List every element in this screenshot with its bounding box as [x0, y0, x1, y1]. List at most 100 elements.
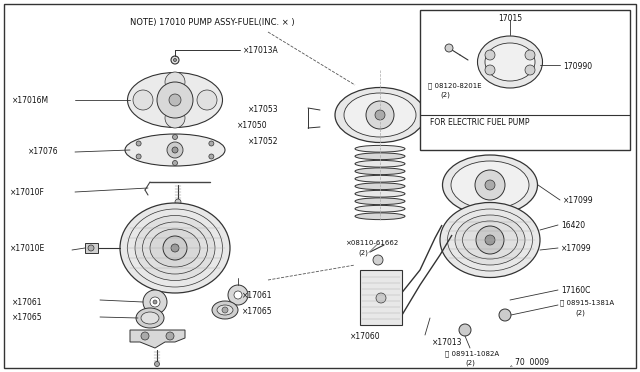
Ellipse shape: [442, 155, 538, 215]
Circle shape: [476, 226, 504, 254]
Circle shape: [499, 309, 511, 321]
Ellipse shape: [120, 203, 230, 293]
Ellipse shape: [150, 229, 200, 267]
Circle shape: [485, 180, 495, 190]
Circle shape: [163, 236, 187, 260]
Circle shape: [197, 90, 217, 110]
Circle shape: [366, 101, 394, 129]
Ellipse shape: [344, 93, 416, 137]
Circle shape: [157, 82, 193, 118]
Text: 170990: 170990: [563, 62, 592, 71]
Text: Ⓜ 08915-1381A: Ⓜ 08915-1381A: [560, 299, 614, 306]
Ellipse shape: [355, 168, 405, 174]
Polygon shape: [130, 330, 185, 348]
Text: ×17050: ×17050: [237, 121, 268, 130]
Circle shape: [171, 244, 179, 252]
Ellipse shape: [440, 202, 540, 278]
Ellipse shape: [127, 73, 223, 128]
Circle shape: [525, 50, 535, 60]
Circle shape: [375, 110, 385, 120]
Circle shape: [175, 199, 181, 205]
Text: Ⓑ 08120-8201E: Ⓑ 08120-8201E: [428, 82, 482, 89]
Circle shape: [445, 44, 453, 52]
Circle shape: [171, 56, 179, 64]
Text: 17015: 17015: [498, 14, 522, 23]
Circle shape: [169, 94, 181, 106]
Circle shape: [136, 141, 141, 146]
Ellipse shape: [125, 134, 225, 166]
Circle shape: [136, 154, 141, 159]
Ellipse shape: [355, 190, 405, 197]
Ellipse shape: [451, 161, 529, 209]
Ellipse shape: [335, 87, 425, 142]
Circle shape: [485, 50, 495, 60]
Circle shape: [133, 90, 153, 110]
Text: FOR ELECTRIC FUEL PUMP: FOR ELECTRIC FUEL PUMP: [430, 118, 529, 127]
Text: ×17016M: ×17016M: [12, 96, 49, 105]
Text: ×17010E: ×17010E: [10, 244, 45, 253]
Circle shape: [88, 245, 94, 251]
Circle shape: [165, 72, 185, 92]
Circle shape: [234, 291, 242, 299]
Circle shape: [153, 300, 157, 304]
Text: ‸ 70  0009: ‸ 70 0009: [510, 358, 549, 367]
Text: ×17052: ×17052: [248, 137, 278, 146]
Circle shape: [166, 332, 174, 340]
Ellipse shape: [477, 36, 543, 88]
Ellipse shape: [355, 213, 405, 219]
Text: ×08110-61662: ×08110-61662: [345, 240, 398, 246]
Text: ×17065: ×17065: [242, 307, 273, 316]
Circle shape: [485, 65, 495, 75]
Text: ×17013A: ×17013A: [243, 46, 279, 55]
Text: (2): (2): [440, 91, 450, 97]
Ellipse shape: [135, 215, 215, 280]
Ellipse shape: [355, 175, 405, 182]
Circle shape: [525, 65, 535, 75]
Ellipse shape: [355, 198, 405, 205]
Circle shape: [141, 332, 149, 340]
Text: ×17099: ×17099: [561, 244, 591, 253]
Text: Ⓝ 08911-1082A: Ⓝ 08911-1082A: [445, 350, 499, 357]
Circle shape: [173, 58, 177, 61]
Circle shape: [165, 108, 185, 128]
Text: ×17010F: ×17010F: [10, 188, 45, 197]
Ellipse shape: [355, 145, 405, 152]
Circle shape: [228, 285, 248, 305]
Ellipse shape: [355, 205, 405, 212]
Bar: [360, 270, 402, 325]
Circle shape: [173, 135, 177, 140]
Text: NOTE) 17010 PUMP ASSY-FUEL(INC. × ): NOTE) 17010 PUMP ASSY-FUEL(INC. × ): [130, 18, 294, 27]
Circle shape: [173, 160, 177, 166]
Ellipse shape: [141, 312, 159, 324]
Ellipse shape: [217, 305, 233, 315]
Ellipse shape: [355, 160, 405, 167]
Text: ×17061: ×17061: [12, 298, 42, 307]
Circle shape: [209, 154, 214, 159]
Text: ×17013: ×17013: [432, 338, 463, 347]
Circle shape: [373, 255, 383, 265]
Circle shape: [459, 324, 471, 336]
Circle shape: [172, 147, 178, 153]
Ellipse shape: [355, 153, 405, 160]
Text: ×17076: ×17076: [28, 147, 59, 156]
Ellipse shape: [212, 301, 238, 319]
Circle shape: [143, 290, 167, 314]
Ellipse shape: [455, 215, 525, 265]
Text: ×17099: ×17099: [563, 196, 594, 205]
Circle shape: [485, 235, 495, 245]
Circle shape: [376, 293, 386, 303]
Text: ×17053: ×17053: [248, 105, 278, 114]
Text: (2): (2): [358, 250, 368, 257]
Circle shape: [167, 142, 183, 158]
Text: (2): (2): [575, 310, 585, 317]
Text: ×17065: ×17065: [12, 313, 43, 322]
Circle shape: [154, 362, 159, 366]
Circle shape: [222, 307, 228, 313]
Bar: [85, 243, 98, 253]
Text: 17160C: 17160C: [561, 286, 590, 295]
Text: ×17060: ×17060: [350, 332, 381, 341]
Circle shape: [475, 170, 505, 200]
Text: ×17061: ×17061: [242, 291, 273, 300]
Ellipse shape: [485, 43, 535, 81]
Ellipse shape: [355, 183, 405, 190]
